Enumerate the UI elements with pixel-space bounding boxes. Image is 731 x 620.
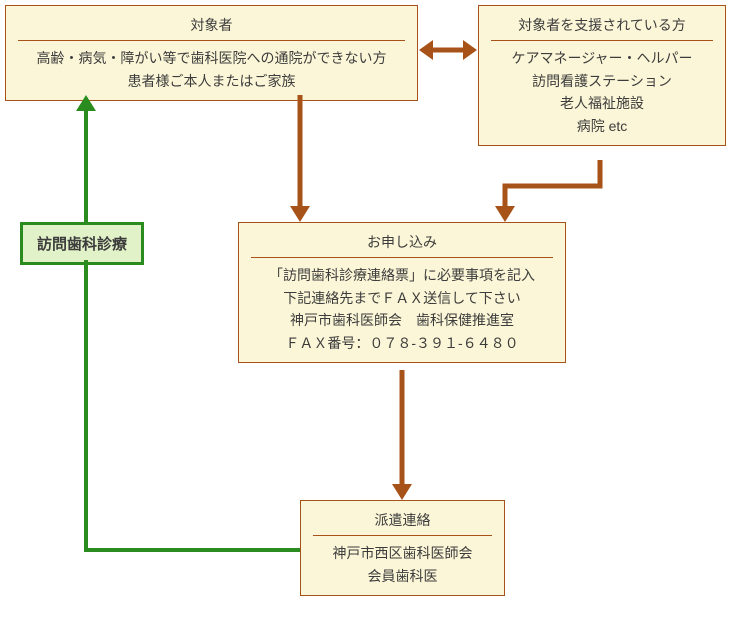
box-target-line1: 高齢・病気・障がい等で歯科医院への通院ができない方 xyxy=(37,50,387,66)
box-apply-title: お申し込み xyxy=(251,231,553,258)
box-apply-line1: 「訪問歯科診療連絡票」に必要事項を記入 xyxy=(269,267,535,283)
box-target-line2: 患者様ご本人またはご家族 xyxy=(128,73,296,89)
box-supporter-line4: 病院 etc xyxy=(577,118,628,134)
green-box-visit-dental: 訪問歯科診療 xyxy=(20,222,144,265)
box-dispatch: 派遣連絡 神戸市西区歯科医師会 会員歯科医 xyxy=(300,500,505,596)
arrow-supporter-to-apply-icon xyxy=(480,160,620,222)
box-target: 対象者 高齢・病気・障がい等で歯科医院への通院ができない方 患者様ご本人またはご… xyxy=(5,5,418,101)
box-apply-line2: 下記連絡先までＦＡＸ送信して下さい xyxy=(283,290,521,306)
arrow-apply-to-dispatch-icon xyxy=(384,370,420,500)
box-supporter-line1: ケアマネージャー・ヘルパー xyxy=(511,50,692,66)
green-loop-line-icon xyxy=(84,260,302,610)
box-apply-line4: ＦＡＸ番号：０７８‐３９１‐６４８０ xyxy=(285,335,518,351)
box-supporter-line3: 老人福祉施設 xyxy=(560,95,644,111)
double-arrow-icon xyxy=(419,30,477,70)
green-box-label: 訪問歯科診療 xyxy=(37,236,127,253)
box-dispatch-line2: 会員歯科医 xyxy=(368,568,438,584)
arrow-target-to-apply-icon xyxy=(282,95,318,222)
box-supporter-title: 対象者を支援されている方 xyxy=(491,14,713,41)
box-target-title: 対象者 xyxy=(18,14,405,41)
box-dispatch-title: 派遣連絡 xyxy=(313,509,492,536)
green-arrow-up-icon xyxy=(68,95,104,222)
box-supporter-line2: 訪問看護ステーション xyxy=(532,73,672,89)
box-apply-line3: 神戸市歯科医師会 歯科保健推進室 xyxy=(290,312,514,328)
box-supporter: 対象者を支援されている方 ケアマネージャー・ヘルパー 訪問看護ステーション 老人… xyxy=(478,5,726,146)
box-dispatch-line1: 神戸市西区歯科医師会 xyxy=(333,545,473,561)
